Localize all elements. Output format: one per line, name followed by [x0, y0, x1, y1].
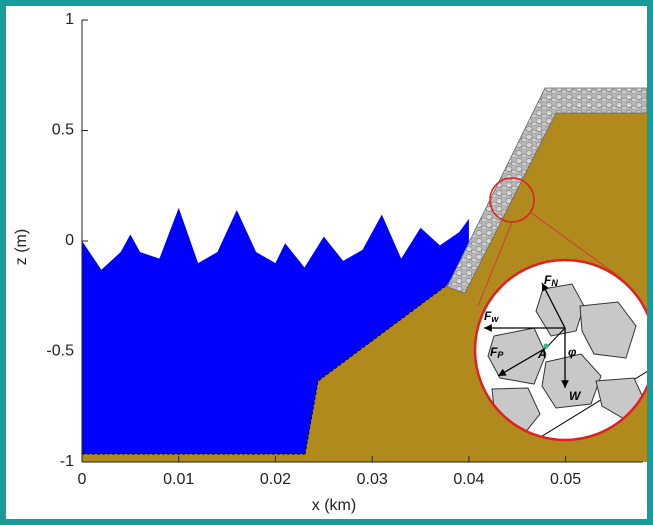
- annotation-text: A: [537, 347, 547, 361]
- y-tick-label: 0: [65, 232, 74, 249]
- x-tick-label: 0: [78, 471, 87, 488]
- x-tick-label: 0.04: [453, 471, 484, 488]
- x-tick-label: 0.05: [550, 471, 581, 488]
- y-tick-label: -1: [60, 453, 74, 470]
- annotation: φ: [568, 345, 577, 359]
- annotation-subscript: N: [551, 278, 558, 288]
- x-tick-label: 0.01: [163, 471, 194, 488]
- annotation-subscript: w: [491, 314, 499, 324]
- annotation-subscript: P: [497, 350, 504, 360]
- y-tick-label: -0.5: [46, 343, 74, 360]
- x-tick-label: 0.03: [357, 471, 388, 488]
- x-tick-label: 0.02: [260, 471, 291, 488]
- y-tick-label: 0.5: [52, 122, 74, 139]
- annotation-text: φ: [568, 345, 577, 359]
- figure-frame: FNFwFPAφW x (km) z (m) -1-0.500.5100.010…: [0, 0, 653, 525]
- annotation: W: [569, 389, 582, 403]
- annotation: A: [537, 347, 547, 361]
- annotation-text: W: [569, 389, 582, 403]
- y-axis-label: z (m): [13, 229, 30, 265]
- x-axis-label: x (km): [312, 497, 356, 514]
- y-tick-label: 1: [65, 11, 74, 28]
